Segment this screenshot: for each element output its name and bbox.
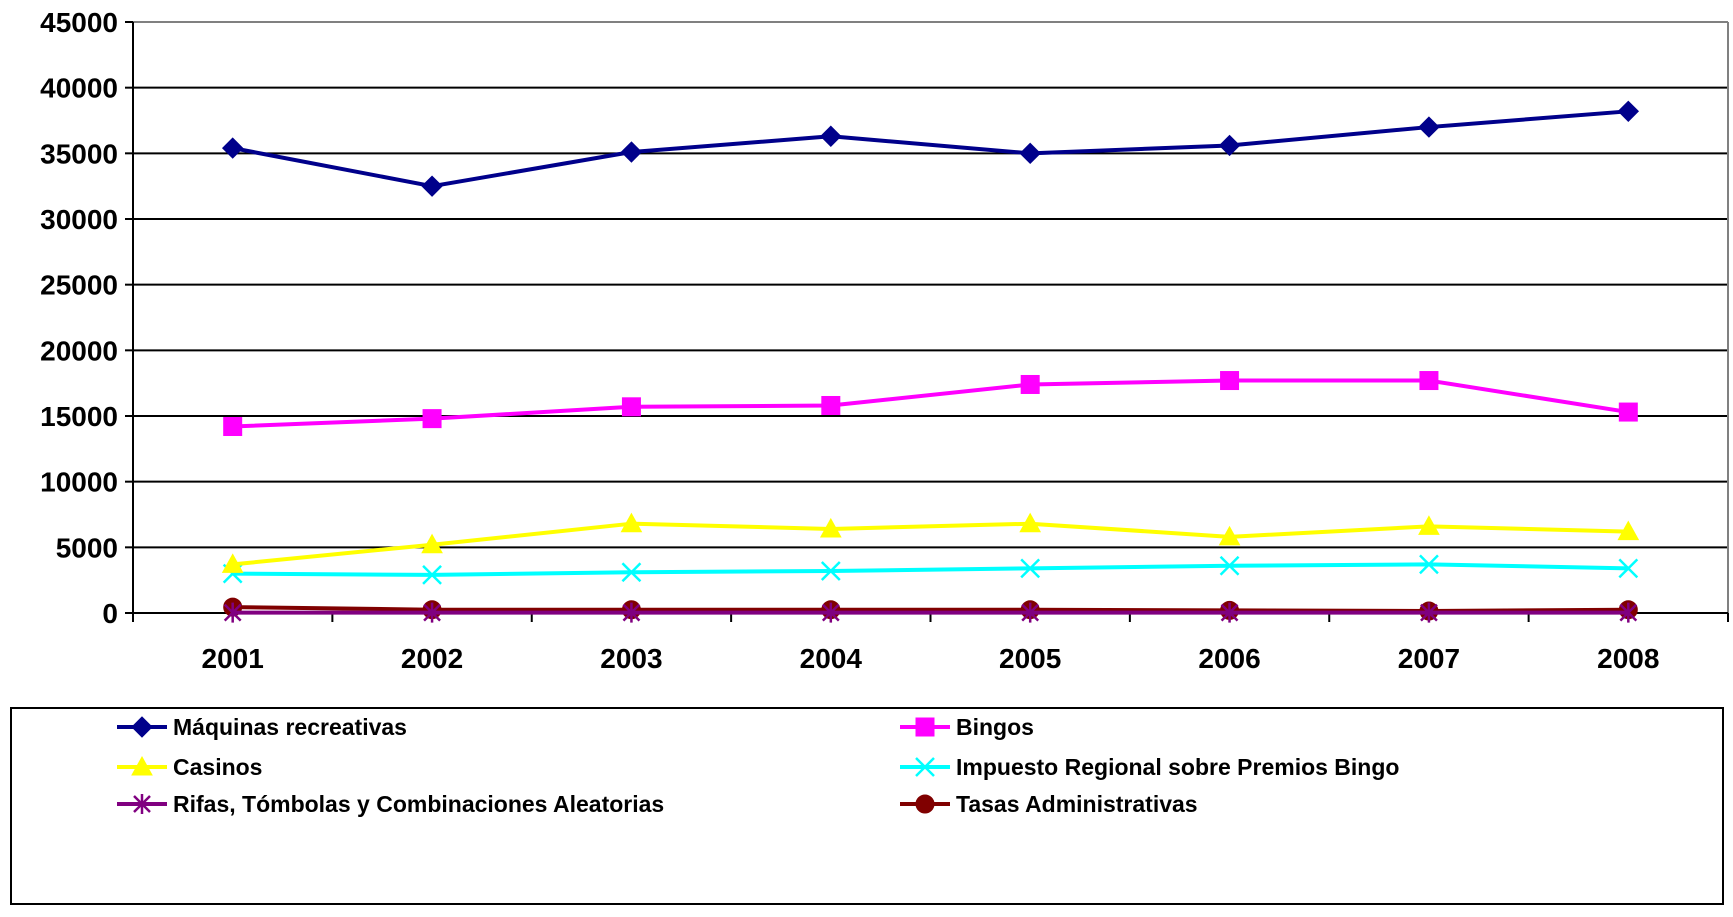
y-tick-label: 30000 (40, 204, 118, 235)
series-2 (221, 512, 1640, 573)
series-line (232, 109, 1629, 189)
legend-box (10, 707, 1724, 905)
y-tick-label: 0 (102, 598, 118, 629)
data-point (421, 533, 443, 554)
data-point (620, 141, 643, 163)
series-4 (223, 602, 1638, 623)
legend-entry: Casinos (117, 754, 262, 780)
data-point (422, 409, 442, 429)
data-point (915, 717, 935, 737)
data-point (221, 137, 244, 159)
data-point (820, 125, 842, 147)
data-point (223, 602, 242, 623)
data-point (421, 175, 443, 197)
data-point (622, 602, 641, 623)
data-point (1419, 371, 1439, 391)
data-point (1617, 100, 1640, 123)
data-point (131, 755, 153, 776)
y-tick-label: 5000 (56, 532, 118, 563)
legend-label: Casinos (173, 754, 262, 780)
x-tick-label: 2001 (202, 643, 264, 674)
legend-entry: Impuesto Regional sobre Premios Bingo (900, 754, 1399, 780)
y-tick-label: 40000 (40, 73, 118, 104)
data-point (1418, 116, 1440, 138)
data-point (133, 794, 151, 814)
gridlines (133, 21, 1728, 549)
y-tick-label: 10000 (40, 467, 118, 498)
data-point (1021, 602, 1040, 623)
legend-label: Bingos (956, 714, 1034, 740)
data-point (1618, 402, 1638, 422)
data-point (1419, 554, 1439, 575)
data-point (821, 602, 840, 623)
data-point (223, 417, 243, 437)
data-point (1020, 558, 1041, 579)
data-point (820, 561, 841, 581)
data-point (1219, 555, 1240, 576)
data-point (621, 397, 641, 417)
data-point (915, 757, 935, 777)
data-point (1218, 134, 1241, 157)
data-point (1019, 512, 1042, 533)
legend-label: Impuesto Regional sobre Premios Bingo (956, 754, 1399, 780)
data-point (915, 794, 935, 814)
data-point (1619, 602, 1638, 623)
x-tick-label: 2008 (1597, 643, 1659, 674)
data-point (1218, 525, 1241, 546)
x-axis-ticks: 2001 2002 2003 2004 2005 2006 2007 2008 (132, 613, 1729, 674)
data-point (423, 602, 441, 623)
series-line (232, 605, 1629, 614)
data-point (422, 565, 442, 585)
y-axis-ticks: 0 5000 10000 15000 20000 25000 30000 35000 40000… (40, 7, 133, 629)
data-point (819, 517, 842, 538)
legend-entry: Tasas Administrativas (900, 791, 1198, 817)
series-1 (223, 371, 1638, 437)
series-0 (221, 100, 1640, 197)
data-point (621, 562, 642, 583)
data-point (131, 716, 153, 738)
legend-label: Tasas Administrativas (956, 791, 1198, 817)
data-point (1420, 602, 1438, 623)
data-point (1418, 515, 1440, 535)
legend-label: Máquinas recreativas (173, 714, 407, 740)
series-line (232, 562, 1629, 577)
legend-entry: Bingos (900, 714, 1034, 740)
y-tick-label: 15000 (40, 401, 118, 432)
y-tick-label: 20000 (40, 335, 118, 366)
data-point (1220, 602, 1239, 623)
series-group (221, 100, 1640, 623)
data-point (821, 395, 841, 415)
data-point (1618, 558, 1639, 579)
series-3 (222, 554, 1639, 585)
series-line (232, 521, 1629, 567)
data-point (1617, 520, 1640, 541)
x-tick-label: 2003 (600, 643, 662, 674)
y-tick-label: 35000 (40, 138, 118, 169)
x-tick-label: 2005 (999, 643, 1061, 674)
data-point (620, 512, 643, 533)
data-point (1019, 142, 1041, 165)
data-point (1020, 374, 1040, 394)
x-tick-label: 2004 (800, 643, 863, 674)
y-tick-label: 25000 (40, 270, 118, 301)
legend: Máquinas recreativas Bingos Casinos Impuest… (10, 707, 1724, 905)
x-tick-label: 2006 (1198, 643, 1260, 674)
legend-entry: Rifas, Tómbolas y Combinaciones Aleatori… (117, 791, 664, 817)
x-tick-label: 2002 (401, 643, 463, 674)
legend-entry: Máquinas recreativas (117, 714, 407, 740)
legend-label: Rifas, Tómbolas y Combinaciones Aleatori… (173, 791, 664, 817)
series-line (232, 378, 1629, 429)
x-tick-label: 2007 (1398, 643, 1460, 674)
data-point (221, 553, 244, 573)
y-tick-label: 45000 (40, 7, 118, 38)
data-point (1220, 371, 1240, 391)
